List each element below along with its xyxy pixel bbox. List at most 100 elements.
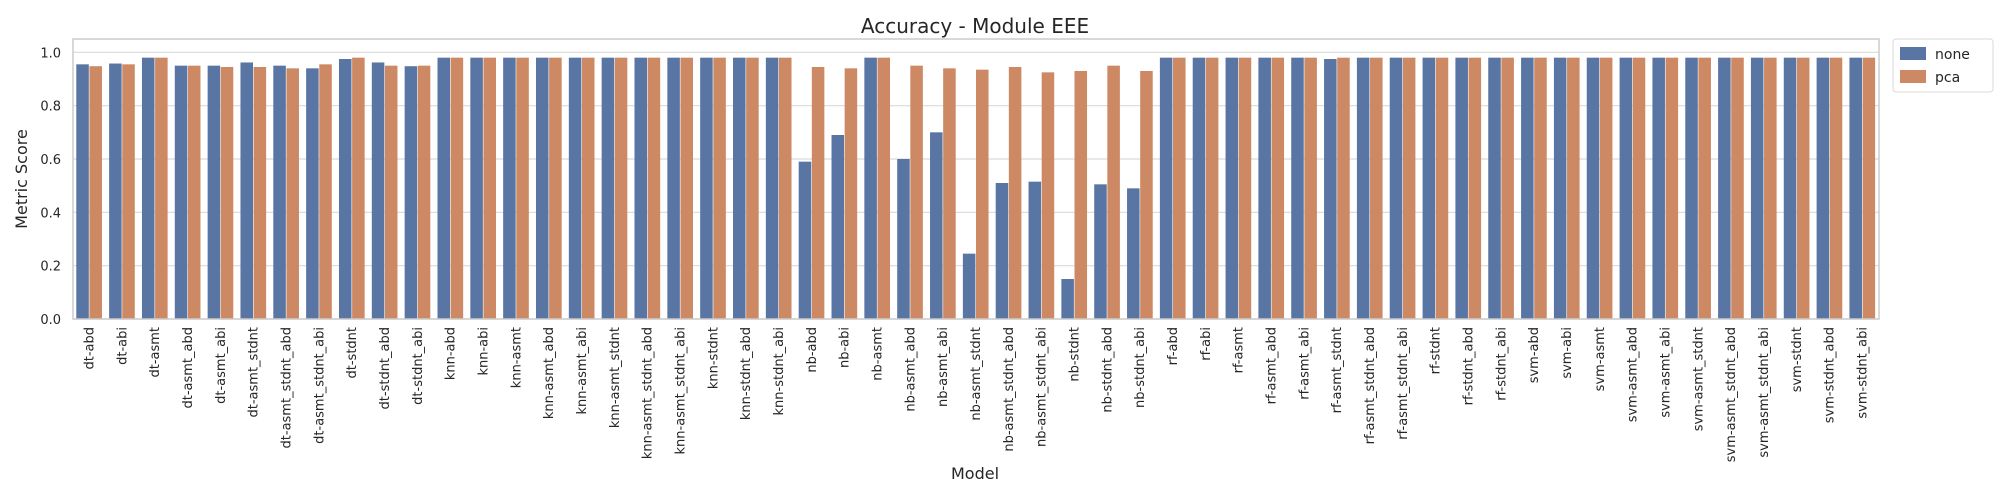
bar-pca-nb-stdnt <box>1074 71 1088 319</box>
x-tick-label: dt-asmt_stdnt_abi <box>312 327 327 444</box>
bar-none-nb-asmt_stdnt <box>962 253 976 319</box>
legend-swatch-none <box>1900 47 1926 60</box>
bar-none-rf-asmt_abd <box>1258 57 1271 320</box>
bar-pca-dt-abi <box>122 64 135 319</box>
bar-pca-svm-abd <box>1534 57 1547 320</box>
x-tick-label: knn-stdnt_abd <box>739 327 754 420</box>
legend: none pca <box>1892 38 1994 93</box>
bars <box>76 57 1876 320</box>
bar-none-svm-asmt_abd <box>1619 57 1633 320</box>
x-tick-label: svm-asmt_abd <box>1626 327 1641 422</box>
bar-none-knn-asmt_stdnt_abd <box>634 57 648 320</box>
x-tick-label: knn-asmt_stdnt_abd <box>641 327 656 459</box>
x-tick-label: dt-asmt_stdnt_abd <box>279 327 294 448</box>
bar-none-knn-abi <box>470 57 483 320</box>
x-tick-label: dt-abd <box>82 327 97 370</box>
bar-pca-dt-abd <box>89 66 102 319</box>
legend-label-pca: pca <box>1935 70 1960 86</box>
x-tick-label: dt-stdnt <box>345 327 360 379</box>
y-tick-label: 0.0 <box>40 313 61 328</box>
bar-none-svm-stdnt_abi <box>1849 57 1862 320</box>
bar-pca-knn-asmt_abd <box>549 57 562 320</box>
x-tick-label: svm-asmt_stdnt_abd <box>1724 327 1739 462</box>
bar-none-dt-stdnt <box>338 59 352 319</box>
bar-none-nb-abd <box>798 161 812 319</box>
x-tick-label: nb-stdnt_abi <box>1133 327 1148 408</box>
bar-none-rf-abd <box>1159 57 1173 320</box>
x-tick-label: dt-stdnt_abi <box>411 327 426 405</box>
bar-none-dt-asmt_stdnt_abd <box>273 65 286 320</box>
bar-none-dt-asmt_stdnt <box>240 62 253 319</box>
x-tick-label: svm-asmt_stdnt_abi <box>1757 327 1772 458</box>
bar-pca-nb-asmt_stdnt <box>976 69 989 320</box>
x-tick-label: knn-asmt <box>509 327 524 388</box>
bar-none-knn-stdnt_abi <box>765 57 779 320</box>
x-tick-label: nb-asmt_stdnt_abd <box>1002 327 1017 452</box>
bar-pca-nb-asmt <box>877 57 891 320</box>
y-tick-label: 0.8 <box>40 100 61 115</box>
x-tick-label: rf-asmt_stdnt_abd <box>1363 327 1378 444</box>
bar-none-nb-stdnt <box>1061 279 1074 319</box>
bar-pca-dt-asmt_abi <box>220 67 234 319</box>
bar-pca-dt-asmt_abd <box>187 65 201 320</box>
bar-none-svm-asmt_abi <box>1652 57 1665 320</box>
bar-none-nb-asmt_stdnt_abd <box>995 183 1009 319</box>
bar-none-dt-asmt_abd <box>174 65 188 320</box>
x-tick-label: rf-abi <box>1199 327 1214 361</box>
bar-pca-dt-stdnt <box>352 57 365 320</box>
bar-none-knn-asmt_abi <box>568 57 582 320</box>
bar-pca-rf-abi <box>1205 57 1219 320</box>
bar-none-nb-stdnt_abi <box>1127 188 1140 319</box>
chart-title: Accuracy - Module EEE <box>861 14 1089 38</box>
bar-none-rf-asmt <box>1225 57 1239 320</box>
bar-pca-dt-asmt_stdnt_abd <box>286 68 299 319</box>
x-tick-label: knn-stdnt_abi <box>772 327 787 416</box>
bar-none-knn-abd <box>437 57 451 320</box>
bar-none-rf-asmt_stdnt <box>1324 59 1337 319</box>
bar-pca-knn-asmt_abi <box>581 57 595 320</box>
bar-pca-rf-asmt_abd <box>1271 57 1285 320</box>
bar-pca-rf-stdnt_abd <box>1468 57 1482 320</box>
bar-pca-rf-stdnt <box>1435 57 1449 320</box>
bar-none-svm-abi <box>1553 57 1567 320</box>
bar-none-svm-asmt_stdnt <box>1685 57 1698 320</box>
x-tick-label: knn-abd <box>444 327 459 380</box>
bar-none-svm-asmt_stdnt_abd <box>1718 57 1731 320</box>
x-tick-label: nb-stdnt_abd <box>1100 327 1115 413</box>
bar-pca-knn-abd <box>450 57 464 320</box>
x-tick-label: nb-asmt_abd <box>903 327 918 412</box>
y-tick-label: 0.2 <box>40 260 61 275</box>
x-tick-label: dt-asmt <box>148 327 163 378</box>
x-tick-label: svm-asmt_abi <box>1659 327 1674 418</box>
bar-pca-dt-asmt <box>155 57 168 320</box>
bar-none-knn-asmt_stdnt <box>601 57 615 320</box>
plot-frame <box>72 38 1880 320</box>
bar-pca-knn-stdnt_abd <box>746 57 759 320</box>
x-tick-label: dt-asmt_abi <box>214 327 229 404</box>
legend-label-none: none <box>1935 47 1970 63</box>
x-tick-label: knn-asmt_abi <box>575 327 590 415</box>
bar-none-rf-asmt_stdnt_abi <box>1389 57 1403 320</box>
x-tick-label: dt-asmt_stdnt <box>247 327 262 418</box>
bar-pca-nb-asmt_abd <box>910 65 923 320</box>
bar-pca-knn-abi <box>483 57 496 320</box>
bar-pca-svm-asmt_abd <box>1632 57 1646 320</box>
x-tick-label: svm-stdnt <box>1790 327 1805 392</box>
bar-none-nb-abi <box>831 135 845 319</box>
legend-swatch-pca <box>1900 70 1926 83</box>
bar-pca-svm-stdnt_abi <box>1862 57 1876 320</box>
x-tick-label: dt-abi <box>115 327 130 365</box>
bar-pca-nb-stdnt_abd <box>1107 65 1120 320</box>
bar-none-svm-asmt_stdnt_abi <box>1750 57 1764 320</box>
x-tick-label: knn-abi <box>476 327 491 376</box>
x-tick-label: knn-asmt_stdnt <box>608 327 623 428</box>
bar-pca-rf-stdnt_abi <box>1501 57 1514 320</box>
x-tick-label: rf-asmt_stdnt <box>1330 327 1345 413</box>
x-tick-label: rf-asmt <box>1232 327 1247 373</box>
y-tick-label: 0.6 <box>40 153 61 168</box>
x-tick-label: dt-stdnt_abd <box>378 327 393 409</box>
bar-none-svm-abd <box>1521 57 1534 320</box>
bar-pca-knn-asmt_stdnt <box>614 57 628 320</box>
bar-pca-nb-abi <box>844 68 858 319</box>
bar-none-dt-stdnt_abd <box>371 62 385 319</box>
